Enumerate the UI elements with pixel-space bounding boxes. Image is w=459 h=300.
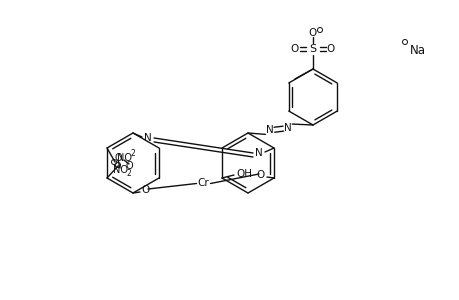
Text: O: O — [125, 161, 133, 171]
Text: Na: Na — [409, 44, 425, 56]
Text: S: S — [309, 44, 316, 54]
Text: O: O — [326, 44, 335, 54]
Text: O: O — [308, 28, 316, 38]
Text: NO: NO — [112, 165, 127, 175]
Text: O: O — [114, 153, 122, 163]
Text: N: N — [144, 133, 151, 143]
Text: O: O — [256, 170, 264, 180]
Text: N: N — [255, 148, 262, 158]
Text: NO: NO — [116, 153, 131, 163]
Text: N: N — [284, 123, 291, 133]
Text: Cr: Cr — [197, 178, 209, 188]
Text: 2: 2 — [130, 149, 135, 158]
Text: N: N — [265, 125, 273, 135]
Text: O: O — [141, 185, 150, 195]
Text: OH: OH — [235, 169, 252, 179]
Text: O: O — [290, 44, 298, 54]
Text: 2: 2 — [126, 169, 131, 178]
